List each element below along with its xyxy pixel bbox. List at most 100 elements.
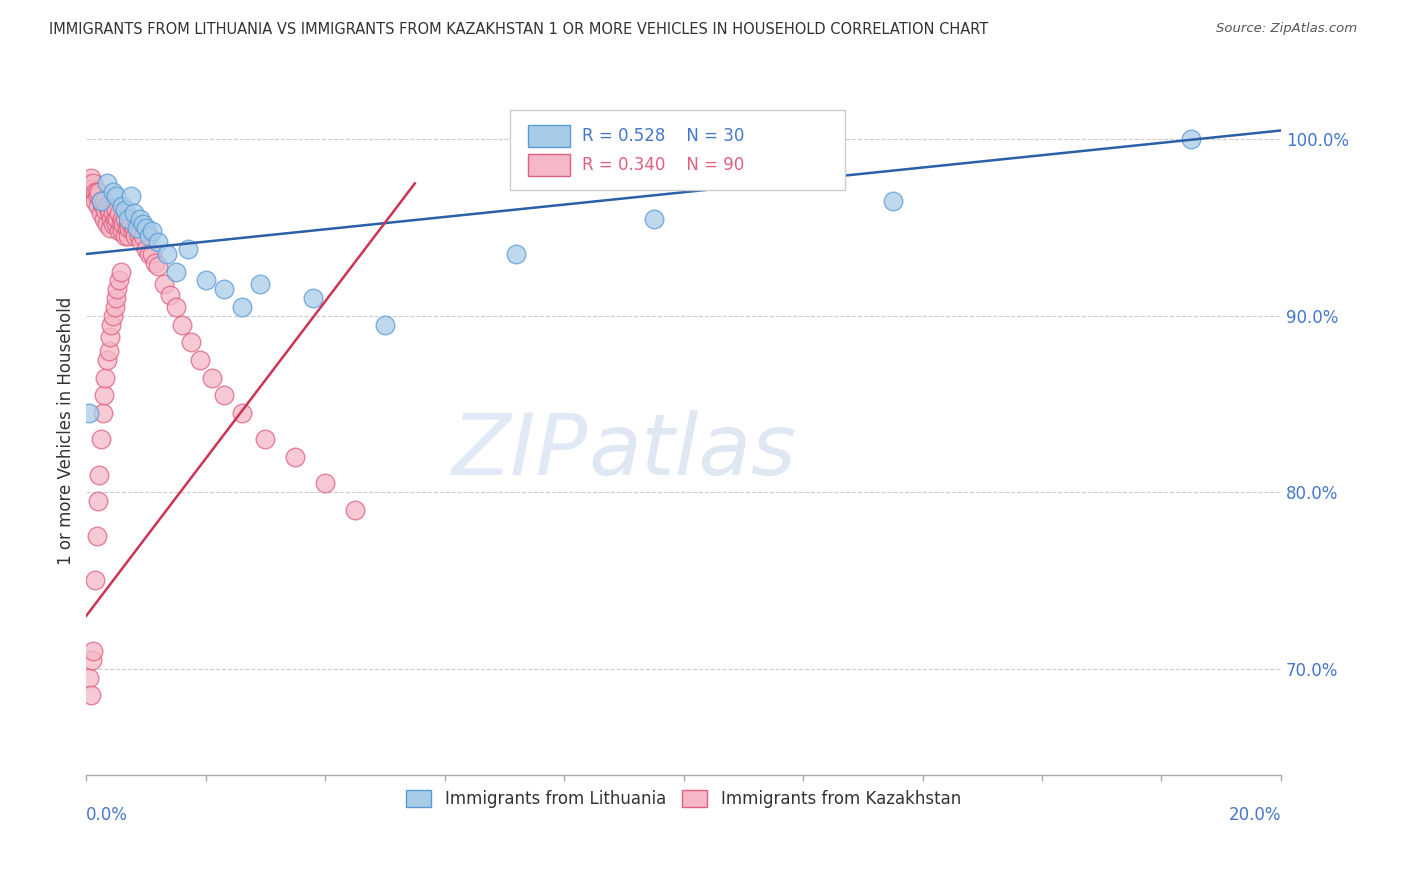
Point — [117, 229, 139, 244]
Point — [111, 224, 134, 238]
Point — [314, 476, 336, 491]
FancyBboxPatch shape — [510, 111, 845, 190]
Text: 0.0%: 0.0% — [86, 805, 128, 823]
Point — [141, 224, 163, 238]
Point — [104, 211, 127, 226]
Point — [86, 186, 108, 200]
Point — [87, 188, 110, 202]
Text: R = 0.340    N = 90: R = 0.340 N = 90 — [582, 156, 744, 174]
Point — [108, 273, 131, 287]
Point — [122, 224, 145, 238]
Point — [231, 300, 253, 314]
Point — [143, 256, 166, 270]
Point — [80, 688, 103, 702]
Point — [120, 217, 142, 231]
Point — [98, 330, 121, 344]
Point — [115, 220, 138, 235]
Point — [93, 388, 115, 402]
Legend: Immigrants from Lithuania, Immigrants from Kazakhstan: Immigrants from Lithuania, Immigrants fr… — [399, 783, 967, 814]
Bar — [529, 153, 569, 176]
Point — [117, 211, 139, 226]
Point — [96, 352, 118, 367]
Point — [105, 217, 128, 231]
Point — [96, 199, 118, 213]
Point — [105, 211, 128, 226]
Point — [105, 202, 128, 217]
Point — [156, 247, 179, 261]
Point — [254, 432, 277, 446]
Point — [112, 217, 135, 231]
Point — [87, 494, 110, 508]
Text: IMMIGRANTS FROM LITHUANIA VS IMMIGRANTS FROM KAZAKHSTAN 1 OR MORE VEHICLES IN HO: IMMIGRANTS FROM LITHUANIA VS IMMIGRANTS … — [49, 22, 988, 37]
Point — [82, 177, 104, 191]
Point — [93, 194, 115, 208]
Point — [505, 247, 527, 261]
Point — [212, 388, 235, 402]
Point — [80, 171, 103, 186]
Point — [111, 211, 134, 226]
Point — [125, 220, 148, 235]
Point — [138, 229, 160, 244]
Point — [100, 318, 122, 332]
Point — [84, 186, 107, 200]
Point — [91, 199, 114, 213]
Point — [114, 202, 136, 217]
Point — [117, 217, 139, 231]
Point — [101, 309, 124, 323]
Point — [1180, 132, 1202, 146]
Point — [374, 318, 396, 332]
Point — [146, 235, 169, 249]
Point — [249, 277, 271, 291]
Point — [82, 644, 104, 658]
Point — [129, 224, 152, 238]
Point — [90, 206, 112, 220]
Point — [93, 211, 115, 226]
Point — [129, 211, 152, 226]
Point — [101, 186, 124, 200]
Point — [105, 188, 128, 202]
Point — [284, 450, 307, 464]
Point — [84, 194, 107, 208]
Point — [82, 653, 104, 667]
Point — [141, 247, 163, 261]
Text: Source: ZipAtlas.com: Source: ZipAtlas.com — [1216, 22, 1357, 36]
Point — [118, 220, 141, 235]
Point — [120, 188, 142, 202]
Point — [194, 273, 217, 287]
Point — [98, 206, 121, 220]
Point — [111, 199, 134, 213]
Point — [180, 335, 202, 350]
Point — [96, 217, 118, 231]
Point — [125, 220, 148, 235]
Text: ZIP: ZIP — [451, 409, 588, 492]
Point — [114, 229, 136, 244]
Point — [188, 352, 211, 367]
Point — [165, 300, 187, 314]
Point — [108, 224, 131, 238]
Text: 20.0%: 20.0% — [1229, 805, 1281, 823]
Point — [135, 220, 157, 235]
Point — [101, 206, 124, 220]
Point — [98, 220, 121, 235]
Point — [201, 370, 224, 384]
Point — [170, 318, 193, 332]
Point — [100, 211, 122, 226]
Point — [122, 206, 145, 220]
Point — [87, 199, 110, 213]
Point — [212, 282, 235, 296]
Point — [82, 182, 104, 196]
Point — [135, 242, 157, 256]
Point — [132, 229, 155, 244]
Point — [122, 220, 145, 235]
Point — [105, 282, 128, 296]
Point — [344, 503, 367, 517]
Point — [110, 265, 132, 279]
Point — [104, 300, 127, 314]
Point — [146, 260, 169, 274]
Point — [128, 229, 150, 244]
Point — [302, 291, 325, 305]
Point — [98, 344, 121, 359]
Point — [643, 211, 665, 226]
Point — [177, 242, 200, 256]
Point — [165, 265, 187, 279]
